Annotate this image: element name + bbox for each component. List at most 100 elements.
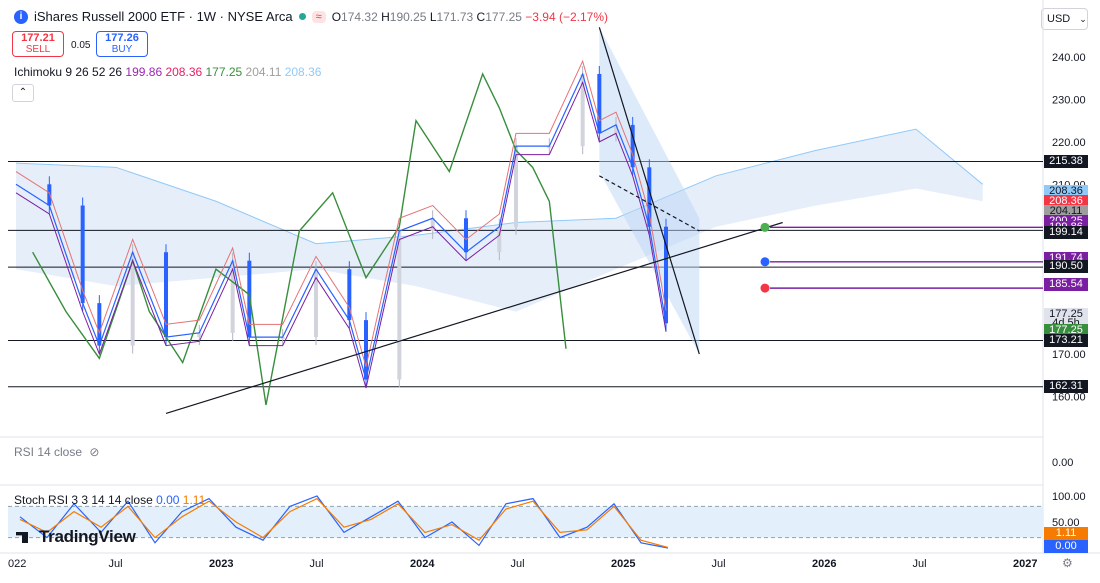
candle-body bbox=[430, 218, 435, 231]
alert-stop-icon bbox=[760, 283, 770, 293]
ichimoku-value: 177.25 bbox=[202, 65, 243, 79]
candle-body bbox=[314, 269, 318, 338]
candle-body bbox=[547, 146, 552, 149]
ohlc-readout: O174.32 H190.25 L171.73 C177.25 −3.94 (−… bbox=[331, 9, 608, 24]
price-axis-label: 208.36 bbox=[1044, 184, 1088, 198]
kijun-line bbox=[15, 59, 667, 367]
candle-body bbox=[97, 303, 102, 346]
price-axis-label: 162.31 bbox=[1044, 380, 1088, 394]
trendline bbox=[165, 221, 783, 415]
stoch-k-line bbox=[19, 495, 669, 549]
rsi-label: RSI 14 close bbox=[14, 445, 83, 459]
ichimoku-value: 208.36 bbox=[281, 65, 322, 79]
candle-body bbox=[130, 252, 135, 346]
ichimoku-values: 199.86 208.36 177.25 204.11 208.36 bbox=[125, 65, 321, 79]
time-tick-label: 2024 bbox=[410, 558, 435, 570]
collapse-legend-button[interactable]: ⌃ bbox=[12, 84, 34, 102]
stoch-axis-label: 1.11 bbox=[1044, 527, 1088, 540]
price-tick-label: 230.00 bbox=[1052, 94, 1086, 106]
stoch-d-line bbox=[19, 497, 669, 549]
time-tick-label: 2026 bbox=[812, 558, 837, 570]
time-tick-label: 022 bbox=[8, 558, 27, 570]
candle-body bbox=[597, 73, 602, 134]
alert-check-icon bbox=[760, 222, 770, 232]
sell-label: SELL bbox=[25, 44, 51, 55]
stoch-label: Stoch RSI 3 3 14 14 close bbox=[14, 493, 153, 507]
time-tick-label: Jul bbox=[711, 558, 726, 570]
candle-body bbox=[630, 124, 635, 168]
rsi-legend[interactable]: RSI 14 close ⊘ bbox=[14, 445, 99, 459]
rsi-tick-label: 0.00 bbox=[1052, 457, 1073, 469]
price-axis-label: 190.50 bbox=[1044, 260, 1088, 274]
currency-label: USD bbox=[1047, 13, 1071, 25]
tradingview-logo-icon bbox=[16, 532, 28, 544]
candle-body bbox=[664, 226, 668, 324]
candle-body bbox=[80, 205, 85, 304]
tradingview-wordmark: TradingView bbox=[39, 527, 136, 546]
stoch-tick-label: 100.00 bbox=[1052, 491, 1086, 503]
candle-body bbox=[280, 337, 285, 340]
stoch-tick-label: 50.00 bbox=[1052, 517, 1080, 529]
price-line bbox=[15, 72, 667, 380]
price-tick-label: 170.00 bbox=[1052, 349, 1086, 361]
time-tick-label: 2025 bbox=[611, 558, 636, 570]
time-tick-label: 2023 bbox=[209, 558, 234, 570]
time-tick-label: Jul bbox=[510, 558, 525, 570]
price-tick-label: 240.00 bbox=[1052, 52, 1086, 64]
price-tick-label: 220.00 bbox=[1052, 137, 1086, 149]
price-axis-label: 177.25 bbox=[1044, 324, 1088, 338]
ichimoku-label: Ichimoku 9 26 52 26 bbox=[14, 65, 123, 79]
candle-body bbox=[364, 320, 368, 380]
sell-button[interactable]: 177.21 SELL bbox=[12, 31, 64, 57]
trendline bbox=[598, 27, 700, 355]
time-tick-label: 2027 bbox=[1013, 558, 1038, 570]
candle-body bbox=[164, 252, 168, 338]
spread-value: 0.05 bbox=[71, 40, 91, 51]
currency-select[interactable]: USD ⌄ bbox=[1041, 8, 1088, 30]
alert-1-icon bbox=[760, 257, 770, 267]
time-tick-label: Jul bbox=[912, 558, 927, 570]
stoch-band bbox=[8, 506, 1043, 538]
symbol-title[interactable]: iShares Russell 2000 ETF · 1W · NYSE Arc… bbox=[34, 9, 293, 24]
stoch-axis-label: 0.00 bbox=[1044, 540, 1088, 553]
settings-gear-icon[interactable]: ⚙ bbox=[1062, 556, 1073, 570]
price-axis-label: 173.21 bbox=[1044, 333, 1088, 347]
candle-body bbox=[647, 167, 652, 227]
eye-hidden-icon[interactable]: ⊘ bbox=[89, 445, 100, 459]
candle-body bbox=[197, 332, 202, 338]
time-tick-label: Jul bbox=[108, 558, 123, 570]
chart-header: i iShares Russell 2000 ETF · 1W · NYSE A… bbox=[14, 9, 608, 24]
candle-body bbox=[397, 230, 402, 380]
candle-body bbox=[514, 146, 518, 227]
ichimoku-legend[interactable]: Ichimoku 9 26 52 26 199.86 208.36 177.25… bbox=[14, 65, 321, 79]
buy-button[interactable]: 177.26 BUY bbox=[96, 31, 148, 57]
time-tick-label: Jul bbox=[309, 558, 324, 570]
candle-body bbox=[614, 124, 618, 134]
chevron-up-icon: ⌃ bbox=[18, 87, 28, 98]
compare-icon[interactable]: ≈ bbox=[311, 10, 326, 23]
price-tick-label: 160.00 bbox=[1052, 392, 1086, 404]
candle-body bbox=[497, 226, 502, 253]
ichimoku-cloud bbox=[16, 129, 983, 312]
sell-price: 177.21 bbox=[21, 32, 55, 44]
price-axis-label: 199.14 bbox=[1044, 226, 1088, 240]
price-axis-label: 185.54 bbox=[1044, 278, 1088, 292]
stoch-d-value: 1.11 bbox=[182, 493, 206, 507]
price-axis-label: 215.38 bbox=[1044, 154, 1088, 168]
chikou-span bbox=[32, 72, 567, 406]
stoch-k-value: 0.00 bbox=[156, 493, 180, 507]
candle-body bbox=[47, 184, 52, 206]
candle-body bbox=[580, 73, 585, 147]
stoch-legend[interactable]: Stoch RSI 3 3 14 14 close 0.00 1.11 bbox=[14, 493, 205, 507]
ishares-logo-icon: i bbox=[14, 9, 28, 24]
trendline bbox=[599, 175, 700, 232]
candle-body bbox=[230, 260, 235, 333]
market-open-icon bbox=[298, 13, 306, 20]
tradingview-logo: TradingView bbox=[16, 527, 136, 547]
ichimoku-value: 204.11 bbox=[242, 65, 282, 79]
ichimoku-value: 199.86 bbox=[125, 65, 163, 79]
buy-price: 177.26 bbox=[105, 32, 139, 44]
price-axis-label: 204.11 bbox=[1044, 204, 1088, 218]
candle-body bbox=[464, 218, 468, 253]
